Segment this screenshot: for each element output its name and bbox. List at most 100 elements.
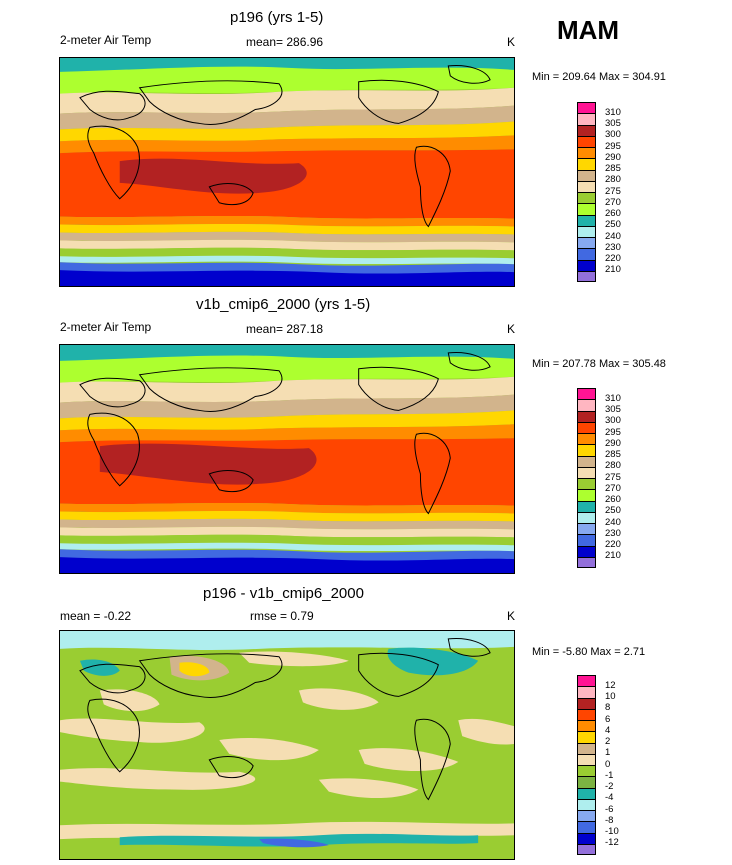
colorbar-swatch	[577, 686, 596, 698]
panel-1-minmax: Min = 209.64 Max = 304.91	[532, 71, 666, 83]
colorbar-tick-label: 285	[605, 163, 621, 174]
colorbar-tick-label: 230	[605, 242, 621, 253]
colorbar-tick-label: 300	[605, 129, 621, 140]
panel-1-map	[59, 57, 515, 287]
colorbar-swatch	[577, 169, 596, 181]
colorbar-tick-label: 1	[605, 747, 611, 758]
colorbar-swatch	[577, 237, 596, 249]
panel-3-units: K	[507, 609, 516, 623]
colorbar-swatch	[577, 158, 596, 170]
panel-3-minmax: Min = -5.80 Max = 2.71	[532, 646, 646, 658]
colorbar-tick-label: 305	[605, 118, 621, 129]
colorbar-swatch	[577, 556, 596, 568]
panel-2-mean: mean= 287.18	[246, 322, 324, 336]
panel-2-variable-label: 2-meter Air Temp	[60, 320, 152, 334]
colorbar-swatch	[577, 248, 596, 260]
colorbar-swatch	[577, 124, 596, 136]
colorbar-tick-label: 2	[605, 736, 611, 747]
colorbar-tick-label: 210	[605, 550, 621, 561]
colorbar-tick-label: -8	[605, 815, 614, 826]
panel-2-map	[59, 344, 515, 574]
colorbar-swatch	[577, 113, 596, 125]
colorbar-swatch	[577, 478, 596, 490]
panel-1-title: p196 (yrs 1-5)	[230, 9, 324, 26]
colorbar-tick-label: 12	[605, 680, 616, 691]
colorbar-tick-label: 285	[605, 449, 621, 460]
colorbar-swatch	[577, 500, 596, 512]
season-label: MAM	[557, 15, 620, 45]
colorbar-tick-label: 0	[605, 759, 611, 770]
colorbar-tick-label: 305	[605, 404, 621, 415]
panel-1-units: K	[507, 35, 516, 49]
colorbar-tick-label: 240	[605, 231, 621, 242]
colorbar-tick-label: -6	[605, 804, 614, 815]
colorbar-swatch	[577, 270, 596, 282]
colorbar-swatch	[577, 753, 596, 765]
colorbar-swatch	[577, 147, 596, 159]
colorbar-tick-label: 250	[605, 505, 621, 516]
colorbar-tick-label: 310	[605, 393, 621, 404]
colorbar-tick-label: 240	[605, 517, 621, 528]
colorbar-swatch	[577, 180, 596, 192]
panel-2-units: K	[507, 322, 516, 336]
colorbar-swatch	[577, 466, 596, 478]
colorbar-tick-label: 230	[605, 528, 621, 539]
colorbar-swatch	[577, 810, 596, 822]
colorbar-swatch	[577, 675, 596, 687]
colorbar-swatch	[577, 511, 596, 523]
colorbar-swatch	[577, 545, 596, 557]
colorbar-tick-label: 10	[605, 691, 616, 702]
colorbar-tick-label: -12	[605, 837, 619, 848]
colorbar-swatch	[577, 135, 596, 147]
colorbar-swatch	[577, 821, 596, 833]
colorbar-swatch	[577, 720, 596, 732]
colorbar-tick-label: 280	[605, 460, 621, 471]
colorbar-tick-label: 275	[605, 186, 621, 197]
colorbar-swatch	[577, 787, 596, 799]
colorbar-tick-label: 270	[605, 197, 621, 208]
colorbar-tick-label: 290	[605, 152, 621, 163]
colorbar-swatch	[577, 697, 596, 709]
colorbar-tick-label: 4	[605, 725, 611, 736]
panel-3-mean: mean = -0.22	[60, 609, 132, 623]
panel-3-title: p196 - v1b_cmip6_2000	[203, 585, 364, 602]
colorbar-swatch	[577, 708, 596, 720]
colorbar-tick-label: 260	[605, 208, 621, 219]
colorbar-swatch	[577, 489, 596, 501]
colorbar-swatch	[577, 259, 596, 271]
colorbar-swatch	[577, 421, 596, 433]
colorbar-swatch	[577, 214, 596, 226]
colorbar-tick-label: -4	[605, 792, 614, 803]
panel-2-minmax: Min = 207.78 Max = 305.48	[532, 358, 666, 370]
colorbar-swatch	[577, 534, 596, 546]
colorbar-tick-label: 220	[605, 539, 621, 550]
colorbar-swatch	[577, 765, 596, 777]
colorbar-tick-label: -10	[605, 826, 619, 837]
colorbar-tick-label: 300	[605, 415, 621, 426]
colorbar-tick-label: 250	[605, 219, 621, 230]
colorbar-swatch	[577, 798, 596, 810]
colorbar-swatch	[577, 444, 596, 456]
colorbar-swatch	[577, 776, 596, 788]
panel-2-title: v1b_cmip6_2000 (yrs 1-5)	[196, 296, 371, 313]
colorbar-swatch	[577, 192, 596, 204]
colorbar-swatch	[577, 523, 596, 535]
panel-3-rmse: rmse = 0.79	[250, 609, 314, 623]
colorbar-tick-label: 270	[605, 483, 621, 494]
panel-1-mean: mean= 286.96	[246, 35, 324, 49]
colorbar-swatch	[577, 225, 596, 237]
colorbar-swatch	[577, 399, 596, 411]
colorbar-swatch	[577, 742, 596, 754]
colorbar-tick-label: 6	[605, 714, 611, 725]
colorbar-swatch	[577, 203, 596, 215]
colorbar-tick-label: 280	[605, 174, 621, 185]
colorbar-tick-label: -1	[605, 770, 614, 781]
colorbar-tick-label: 260	[605, 494, 621, 505]
colorbar-swatch	[577, 832, 596, 844]
colorbar-tick-label: 295	[605, 427, 621, 438]
colorbar-tick-label: 8	[605, 702, 611, 713]
colorbar-swatch	[577, 410, 596, 422]
colorbar-tick-label: 295	[605, 141, 621, 152]
colorbar-tick-label: 275	[605, 472, 621, 483]
colorbar-tick-label: 310	[605, 107, 621, 118]
